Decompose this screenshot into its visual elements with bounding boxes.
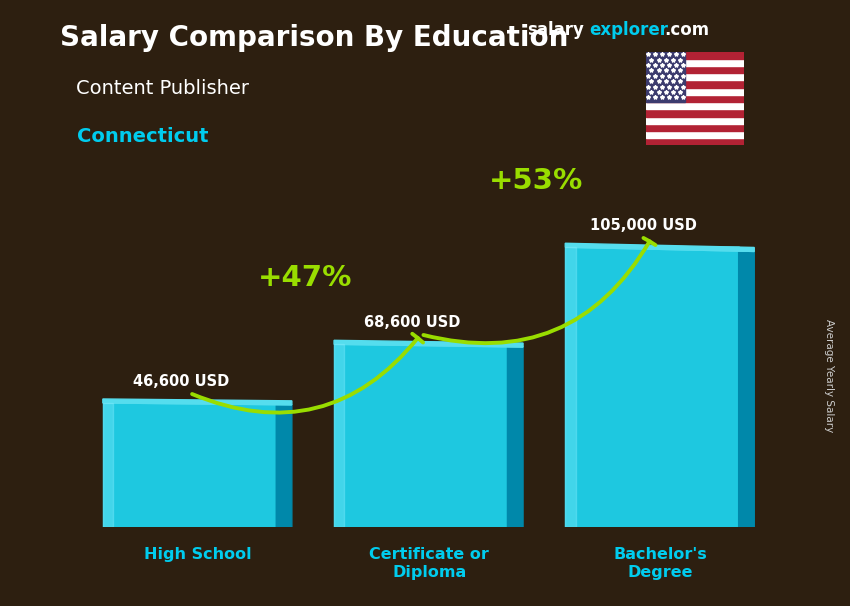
Bar (646, 59, 744, 66)
Text: salary: salary (527, 21, 584, 39)
Bar (646, 109, 744, 116)
Bar (646, 131, 744, 138)
Text: Average Yearly Salary: Average Yearly Salary (824, 319, 834, 432)
Bar (646, 124, 744, 131)
Bar (646, 138, 744, 145)
Bar (646, 95, 744, 102)
Text: explorer: explorer (589, 21, 668, 39)
Polygon shape (103, 403, 292, 405)
Text: Certificate or
Diploma: Certificate or Diploma (370, 547, 490, 579)
Text: Salary Comparison By Education: Salary Comparison By Education (60, 24, 568, 52)
Bar (646, 81, 744, 88)
Polygon shape (565, 247, 575, 527)
Polygon shape (103, 403, 113, 527)
Bar (646, 102, 744, 109)
Bar (646, 88, 744, 95)
Polygon shape (334, 344, 507, 527)
Polygon shape (565, 247, 739, 527)
Polygon shape (334, 344, 344, 527)
Text: High School: High School (144, 547, 252, 562)
Text: 46,600 USD: 46,600 USD (133, 374, 229, 389)
Text: .com: .com (664, 21, 709, 39)
Text: Content Publisher: Content Publisher (76, 79, 250, 98)
Polygon shape (103, 403, 276, 527)
Bar (646, 52, 744, 59)
Text: Connecticut: Connecticut (76, 127, 208, 146)
Polygon shape (739, 247, 754, 527)
Text: 105,000 USD: 105,000 USD (590, 218, 697, 233)
Text: +53%: +53% (490, 167, 583, 195)
Bar (646, 73, 744, 81)
Text: 68,600 USD: 68,600 USD (364, 315, 460, 330)
Polygon shape (276, 403, 292, 527)
Text: +47%: +47% (258, 264, 353, 291)
Bar (646, 66, 744, 73)
Polygon shape (103, 399, 292, 405)
Polygon shape (565, 243, 754, 251)
Polygon shape (334, 344, 523, 347)
Text: Bachelor's
Degree: Bachelor's Degree (614, 547, 707, 579)
Polygon shape (565, 247, 754, 251)
Polygon shape (334, 341, 523, 347)
Bar (646, 116, 744, 124)
Polygon shape (507, 344, 523, 527)
Bar (646, 52, 685, 102)
